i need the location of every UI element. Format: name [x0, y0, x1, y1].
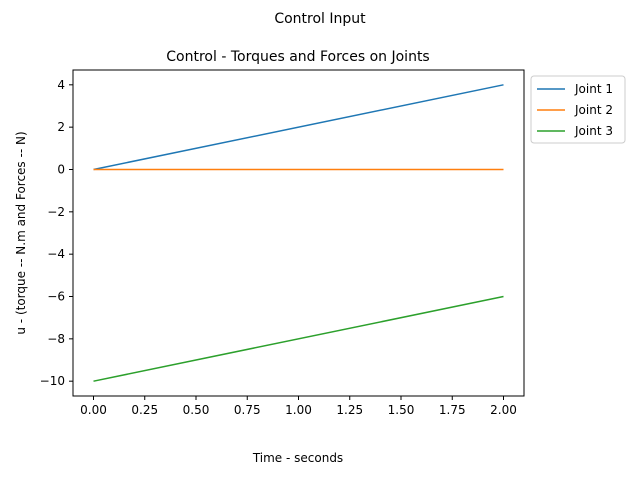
- x-axis-label: Time - seconds: [252, 451, 343, 465]
- legend-label-joint-1: Joint 1: [574, 82, 613, 96]
- y-tick-label: −10: [40, 374, 65, 388]
- y-axis-label: u - (torque -- N.m and Forces -- N): [14, 131, 28, 334]
- x-tick-label: 0.50: [183, 403, 210, 417]
- x-tick-label: 1.50: [388, 403, 415, 417]
- figure-title: Control Input: [274, 11, 366, 27]
- chart-title: Control - Torques and Forces on Joints: [166, 49, 429, 65]
- x-tick-label: 1.25: [336, 403, 363, 417]
- y-tick-label: 0: [57, 162, 65, 176]
- x-axis: 0.00 0.25 0.50 0.75 1.00 1.25 1.50 1.75 2.00: [80, 396, 517, 417]
- series-line-joint-1: [93, 84, 504, 171]
- y-tick-label: −4: [47, 247, 65, 261]
- y-axis: 4 2 0 −2 −4 −6 −8 −10: [40, 78, 73, 388]
- legend-label-joint-3: Joint 3: [574, 124, 613, 138]
- legend-label-joint-2: Joint 2: [574, 103, 613, 117]
- y-tick-label: 2: [57, 120, 65, 134]
- y-tick-label: −6: [47, 290, 65, 304]
- x-tick-label: 1.75: [439, 403, 466, 417]
- x-tick-label: 0.25: [131, 403, 158, 417]
- x-tick-label: 0.75: [234, 403, 261, 417]
- y-tick-label: −2: [47, 205, 65, 219]
- series-line-joint-3: [93, 295, 504, 382]
- plot-area: [93, 84, 504, 382]
- y-tick-label: 4: [57, 78, 65, 92]
- x-tick-label: 0.00: [80, 403, 107, 417]
- x-tick-label: 2.00: [490, 403, 517, 417]
- legend-box: [530, 75, 626, 144]
- x-tick-label: 1.00: [285, 403, 312, 417]
- y-tick-label: −8: [47, 332, 65, 346]
- legend: Joint 1 Joint 2 Joint 3: [530, 75, 626, 144]
